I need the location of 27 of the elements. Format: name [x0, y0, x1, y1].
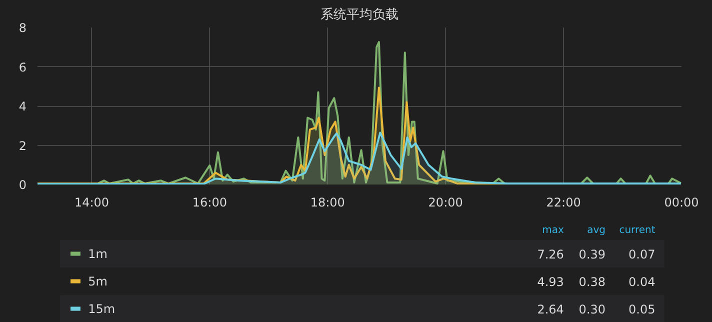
x-tick-label: 14:00: [74, 196, 110, 210]
y-tick-label: 0: [18, 178, 27, 192]
text: max: [542, 224, 564, 236]
legend-label: 5m: [88, 274, 108, 288]
text: 0.38: [578, 274, 606, 289]
text: 4.93: [537, 274, 564, 289]
y-tick-label: 8: [18, 21, 27, 35]
y-tick-label: 2: [18, 138, 27, 153]
text: avg: [587, 224, 606, 236]
text: 0.30: [578, 302, 606, 316]
y-tick-label: 6: [18, 60, 27, 74]
legend-label: 15m: [88, 302, 116, 316]
legend-label: 1m: [88, 246, 108, 261]
x-tick-label: 16:00: [192, 196, 228, 210]
text: current: [619, 224, 656, 236]
chart-title: 系统平均负载: [320, 8, 398, 22]
x-tick-label: 00:00: [664, 196, 699, 210]
text: 2.64: [537, 302, 564, 316]
x-tick-label: 22:00: [546, 196, 581, 210]
text: 0.39: [578, 247, 606, 262]
y-tick-label: 4: [18, 100, 27, 114]
text: 0.05: [628, 302, 656, 316]
x-tick-label: 20:00: [428, 196, 463, 210]
text: 0.04: [628, 274, 656, 289]
x-tick-label: 18:00: [310, 196, 345, 210]
text: 0.07: [628, 247, 656, 262]
text: 7.26: [537, 247, 564, 262]
